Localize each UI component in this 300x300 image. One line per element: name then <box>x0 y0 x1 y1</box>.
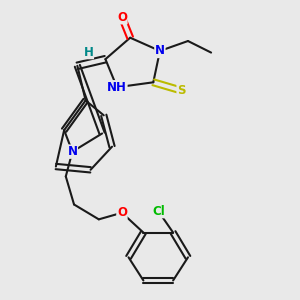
Text: NH: NH <box>107 81 127 94</box>
Text: N: N <box>155 44 165 57</box>
Text: Cl: Cl <box>152 205 165 218</box>
Text: S: S <box>177 84 186 97</box>
Text: N: N <box>68 145 77 158</box>
Text: O: O <box>117 206 127 219</box>
Text: O: O <box>117 11 127 24</box>
Text: H: H <box>83 46 93 59</box>
